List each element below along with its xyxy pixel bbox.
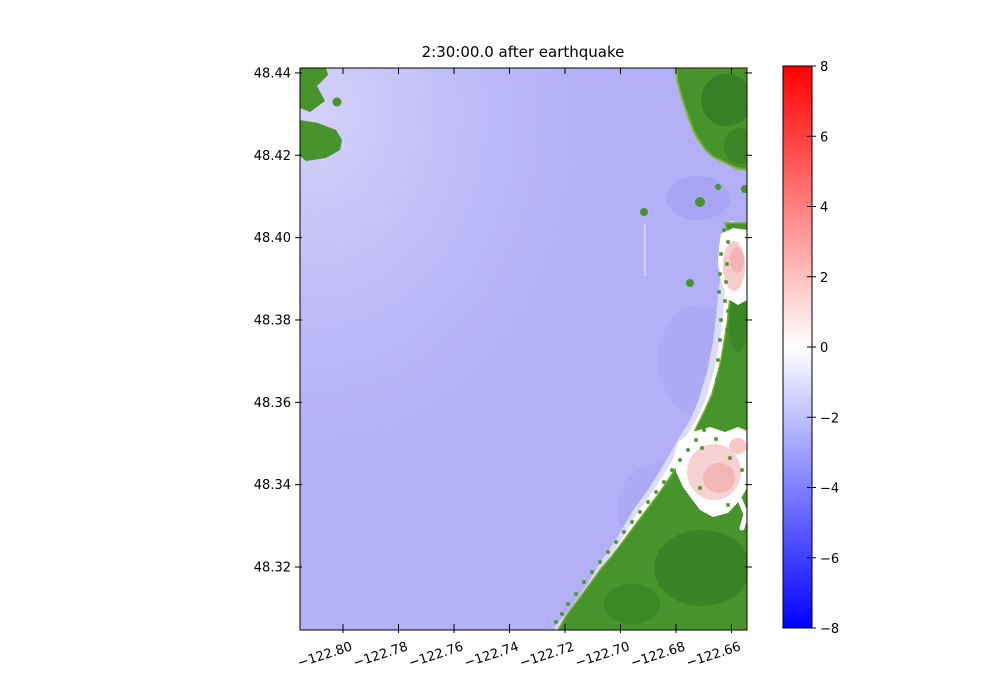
- coast-green-speck: [622, 530, 626, 534]
- colorbar-tick-label: 2: [820, 271, 828, 286]
- coast-green-speck: [582, 580, 586, 584]
- map-heatmap: [300, 68, 747, 630]
- coast-green-speck: [590, 570, 594, 574]
- plot-frame: [299, 67, 748, 631]
- coast-green-speck: [694, 438, 698, 442]
- coast-green-speck: [723, 348, 727, 352]
- colorbar-tick-label: −6: [820, 552, 839, 567]
- coast-green-speck: [698, 486, 702, 490]
- coast-green-speck: [713, 398, 717, 402]
- island-3: [741, 185, 747, 193]
- coast-green-speck: [574, 592, 578, 596]
- coast-green-speck: [719, 318, 723, 322]
- coast-green-speck: [670, 468, 674, 472]
- colorbar-tick-label: −2: [820, 411, 839, 426]
- coast-green-speck: [614, 540, 618, 544]
- coast-green-speck: [700, 446, 704, 450]
- x-tick-label: −122.68: [629, 640, 687, 672]
- land-dark-4: [604, 584, 660, 624]
- y-tick-label: 48.32: [254, 561, 291, 576]
- colorbar-tick-label: 0: [820, 341, 828, 356]
- island-topleft: [332, 97, 342, 107]
- coast-green-speck: [708, 418, 712, 422]
- coast-green-speck: [630, 520, 634, 524]
- coast-green-speck: [654, 490, 658, 494]
- onshore-pink-2c: [729, 438, 747, 454]
- coast-green-speck: [719, 252, 723, 256]
- coast-green-speck: [718, 338, 722, 342]
- coast-green-speck: [718, 272, 722, 276]
- coast-green-speck: [720, 388, 724, 392]
- island-1: [695, 197, 705, 207]
- island-2: [715, 184, 721, 190]
- island-5: [686, 279, 694, 287]
- land-topleft-lower: [300, 120, 342, 161]
- coast-green-speck: [726, 240, 730, 244]
- coast-green-speck: [722, 228, 726, 232]
- island-4: [640, 208, 648, 216]
- coast-green-speck: [560, 612, 564, 616]
- colorbar-tick-label: −4: [820, 482, 839, 497]
- y-tick-label: 48.42: [254, 149, 291, 164]
- land-dark-2: [724, 128, 747, 164]
- colorbar-tick-label: −8: [820, 622, 839, 637]
- x-tick-label: −122.78: [351, 640, 409, 672]
- coast-green-speck: [598, 560, 602, 564]
- coast-green-speck: [740, 468, 744, 472]
- onshore-pink-1b: [730, 247, 744, 273]
- coast-green-speck: [717, 408, 721, 412]
- x-tick-label: −122.66: [684, 640, 742, 672]
- coast-green-speck: [646, 500, 650, 504]
- y-tick-label: 48.44: [254, 66, 291, 81]
- x-tick-label: −122.74: [462, 640, 520, 672]
- y-tick-label: 48.34: [254, 478, 291, 493]
- coast-green-speck: [725, 328, 729, 332]
- colorbar-tick-label: 6: [820, 130, 828, 145]
- land-dark-5: [729, 293, 747, 353]
- coast-green-speck: [678, 458, 682, 462]
- x-tick-label: −122.80: [296, 640, 354, 672]
- land-dark-1: [701, 74, 747, 126]
- land-dark-3: [654, 530, 747, 606]
- coast-green-speck: [724, 280, 728, 284]
- coast-green-speck: [554, 620, 558, 624]
- land-topright: [676, 68, 747, 172]
- colorbar-tick-label: 4: [820, 201, 828, 216]
- x-tick-label: −122.76: [407, 640, 465, 672]
- coast-green-speck: [715, 378, 719, 382]
- coast-green-speck: [686, 448, 690, 452]
- coast-green-speck: [716, 358, 720, 362]
- coast-green-speck: [638, 510, 642, 514]
- colorbar: 8 6 4 2 0 −2 −4 −6 −8: [782, 60, 839, 637]
- onshore-pink-2b: [703, 463, 735, 493]
- colorbar-tick-label: 8: [820, 60, 828, 75]
- coast-green-speck: [726, 503, 730, 507]
- x-tick-label: −122.72: [518, 640, 576, 672]
- coast-green-speck: [662, 480, 666, 484]
- coast-green-speck: [723, 299, 727, 303]
- coast-green-speck: [566, 602, 570, 606]
- y-tick-label: 48.38: [254, 313, 291, 328]
- coast-green-speck: [722, 368, 726, 372]
- coast-green-speck: [726, 309, 730, 313]
- y-tick-label: 48.40: [254, 231, 291, 246]
- x-tick-label: −122.70: [573, 640, 631, 672]
- onshore-white-tail: [737, 497, 747, 531]
- coast-green-speck: [717, 290, 721, 294]
- y-tick-label: 48.36: [254, 396, 291, 411]
- coast-green-specks: [554, 228, 744, 624]
- land-topleft-upper: [300, 68, 328, 112]
- coast-green-speck: [728, 456, 732, 460]
- coast-green-speck: [714, 437, 718, 441]
- coast-green-speck: [702, 428, 706, 432]
- chart-title: 2:30:00.0 after earthquake: [422, 43, 625, 61]
- coast-green-speck: [725, 262, 729, 266]
- coast-green-speck: [606, 550, 610, 554]
